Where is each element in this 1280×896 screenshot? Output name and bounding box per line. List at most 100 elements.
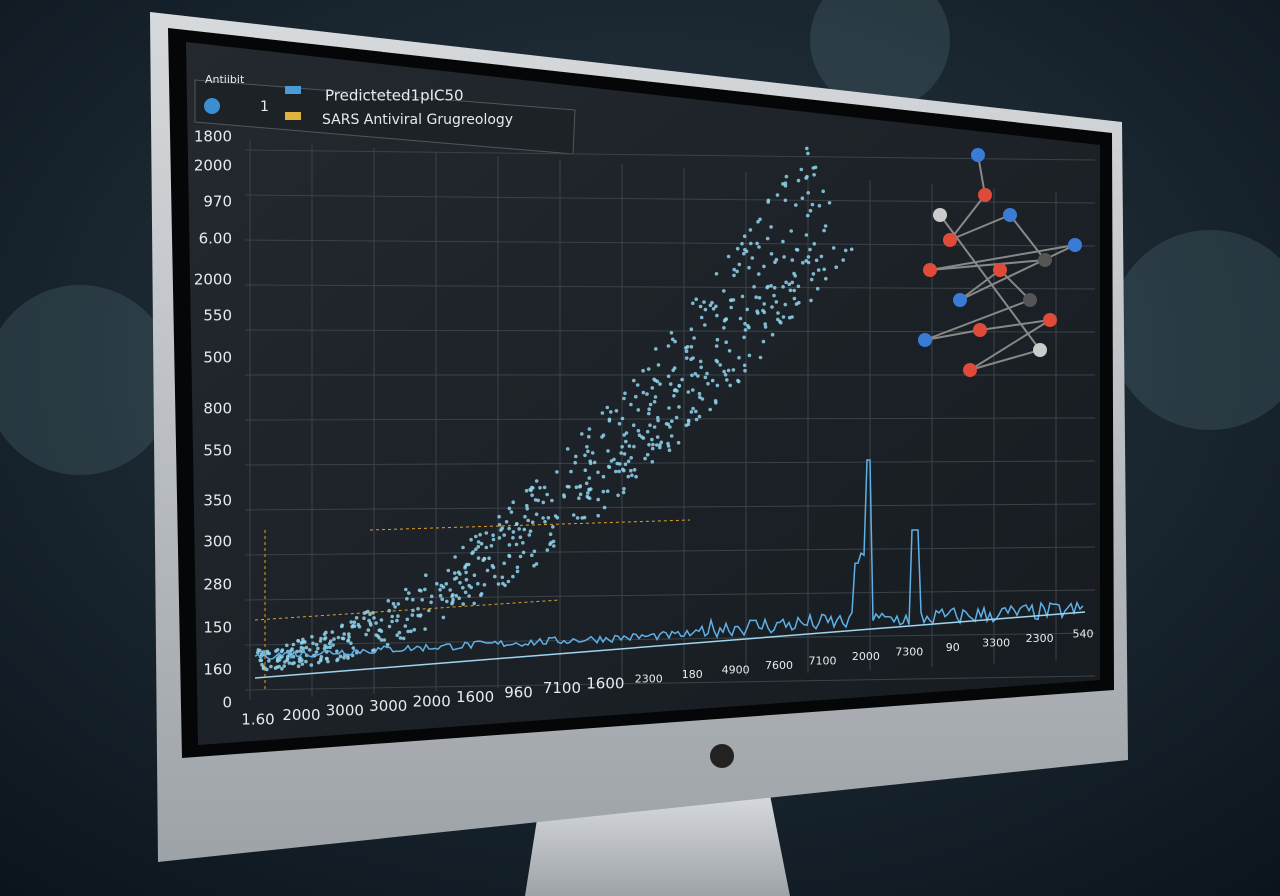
scatter-dot	[684, 356, 689, 360]
scatter-dot	[329, 639, 333, 643]
scatter-dot	[742, 234, 747, 238]
scatter-dot	[406, 629, 410, 634]
x-label: 960	[504, 684, 533, 702]
scatter-dot	[726, 254, 731, 259]
legend-label: Predicteted1pIC50	[325, 87, 464, 105]
bond	[924, 299, 1031, 341]
scatter-dot	[467, 594, 471, 598]
x-label: 2300	[1026, 632, 1054, 645]
scatter-dot	[691, 301, 695, 306]
scatter-dot	[296, 639, 301, 643]
logo	[710, 744, 734, 768]
scatter-dot	[626, 474, 631, 479]
scatter-dot	[667, 448, 672, 453]
scatter-dot	[819, 254, 824, 259]
scatter-dot	[697, 414, 702, 419]
scatter-dot	[499, 528, 503, 532]
scatter-dot	[441, 615, 446, 620]
scatter-dot	[326, 659, 330, 664]
scatter-dot	[424, 573, 428, 577]
scatter-dot	[645, 429, 650, 434]
scatter-dot	[666, 374, 671, 379]
scatter-dot	[364, 632, 368, 637]
scatter-dot	[285, 643, 289, 648]
scatter-dot	[575, 516, 580, 520]
scatter-dot	[587, 476, 592, 480]
y-label: 6.00	[199, 230, 232, 248]
scatter-dot	[622, 433, 626, 437]
scatter-dot	[583, 468, 588, 473]
scatter-dot	[654, 347, 658, 351]
scatter-dot	[779, 320, 783, 325]
scatter-dot	[743, 328, 748, 332]
x-label: 3000	[326, 702, 364, 720]
scatter-dot	[685, 345, 690, 349]
scatter-dot	[450, 594, 454, 598]
scatter-dot	[524, 488, 529, 493]
atom	[1068, 238, 1082, 252]
scatter-dot	[596, 470, 600, 475]
scatter-dot	[349, 620, 354, 624]
scatter-dot	[301, 646, 306, 651]
scatter-dot	[377, 628, 382, 633]
scatter-dot	[769, 252, 774, 256]
scatter-dot	[715, 313, 719, 318]
scatter-dot	[634, 394, 638, 399]
scatter-dot	[592, 460, 597, 465]
scatter-dot	[423, 627, 427, 631]
scatter-dot	[423, 587, 427, 592]
scatter-dot	[772, 293, 776, 298]
scatter-dot	[666, 344, 671, 348]
scatter-dot	[634, 474, 638, 479]
scatter-dot	[710, 300, 714, 305]
scatter-dot	[395, 633, 400, 637]
scatter-dot	[806, 151, 810, 156]
scatter-dot	[391, 601, 396, 606]
scatter-dot	[298, 649, 303, 653]
scatter-dot	[711, 307, 716, 311]
scatter-dot	[689, 410, 694, 414]
scatter-dot	[774, 300, 779, 304]
scatter-dot	[476, 540, 481, 544]
scatter-dot	[619, 451, 623, 455]
scatter-dot	[476, 544, 481, 549]
scatter-dot	[699, 365, 703, 370]
scatter-dot	[669, 434, 674, 438]
scatter-dot	[632, 468, 637, 472]
scatter-dot	[666, 422, 670, 427]
scatter-dot	[275, 665, 279, 669]
scatter-dot	[574, 454, 578, 459]
scatter-dot	[446, 568, 451, 573]
scatter-dot	[453, 555, 457, 559]
scatter-dot	[623, 462, 628, 467]
scatter-dot	[445, 599, 449, 604]
y-label: 2000	[194, 157, 232, 175]
scatter-dot	[782, 255, 786, 259]
scatter-dot	[757, 245, 761, 249]
scatter-dot	[694, 417, 699, 422]
scatter-dot	[409, 629, 413, 634]
scatter-dot	[723, 317, 728, 322]
scatter-dot	[588, 461, 593, 466]
scatter-dot	[476, 581, 480, 586]
scatter-dot	[732, 273, 736, 278]
scatter-dot	[790, 258, 795, 262]
scatter-dot	[672, 388, 677, 393]
scatter-dot	[686, 422, 691, 427]
scatter-dot	[742, 251, 746, 256]
scatter-dot	[405, 617, 410, 622]
scatter-dot	[834, 265, 838, 270]
scatter-dot	[386, 599, 391, 603]
scatter-dot	[585, 445, 589, 449]
scatter-dot	[677, 405, 681, 409]
scatter-dot	[752, 285, 756, 289]
scatter-dot	[362, 616, 366, 620]
scatter-dot	[783, 184, 788, 188]
scatter-dot	[698, 359, 703, 364]
scatter-dot	[287, 661, 292, 665]
scatter-dot	[691, 406, 695, 411]
scatter-dot	[814, 258, 819, 263]
scatter-dot	[737, 355, 741, 360]
y-label: 1800	[194, 128, 232, 146]
scatter-dot	[692, 336, 696, 340]
